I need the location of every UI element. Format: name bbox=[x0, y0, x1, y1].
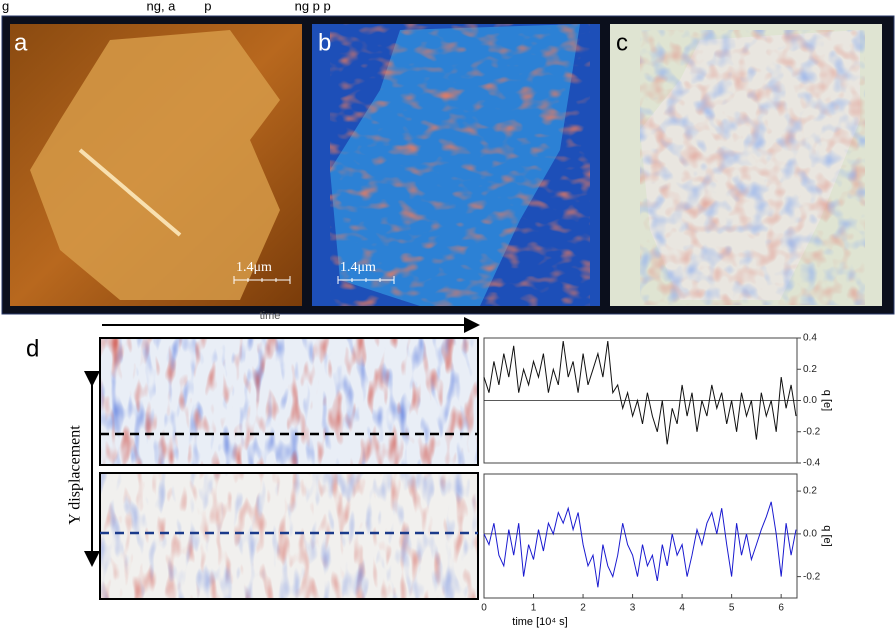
caption-fragment: g ng, a p ng p p bbox=[2, 0, 331, 13]
y-axis-label: Y displacement bbox=[67, 425, 84, 525]
heatmap-texture bbox=[100, 473, 478, 599]
x-tick-label: 4 bbox=[679, 603, 685, 614]
scale-bar bbox=[337, 276, 395, 284]
ridge bbox=[78, 148, 182, 237]
plot-frame bbox=[483, 473, 798, 599]
y-tick-label: 0.2 bbox=[803, 486, 817, 497]
data-line bbox=[483, 341, 797, 445]
panel-label: d bbox=[26, 335, 39, 362]
x-tick-label: 2 bbox=[580, 603, 586, 614]
panel-label: a bbox=[14, 29, 28, 56]
charge-texture bbox=[330, 24, 590, 306]
x-tick-label: 0 bbox=[481, 603, 487, 614]
data-line bbox=[483, 501, 797, 588]
panel-label: c bbox=[616, 29, 628, 56]
flake bbox=[30, 30, 280, 300]
y-tick-label: 0.0 bbox=[803, 395, 817, 406]
scale-bar-label: 1.4μm bbox=[340, 260, 376, 275]
x-tick-label: 5 bbox=[729, 603, 735, 614]
y-tick-label: -0.2 bbox=[803, 426, 821, 437]
arrow-label: time bbox=[260, 310, 281, 322]
x-tick-label: 1 bbox=[531, 603, 537, 614]
y-axis-label: q [e] bbox=[821, 525, 833, 546]
panel-label: b bbox=[318, 29, 331, 56]
heatmap-texture bbox=[100, 338, 478, 465]
y-tick-label: 0.4 bbox=[803, 333, 817, 344]
x-axis-label: time [10⁴ s] bbox=[512, 616, 567, 628]
y-tick-label: -0.4 bbox=[803, 458, 821, 469]
scale-bar bbox=[233, 276, 291, 284]
y-tick-label: -0.2 bbox=[803, 571, 821, 582]
y-tick-label: 0.0 bbox=[803, 529, 817, 540]
charge-texture bbox=[640, 30, 865, 305]
heatmap-frame bbox=[99, 472, 479, 600]
x-tick-label: 3 bbox=[630, 603, 636, 614]
y-tick-label: 0.2 bbox=[803, 364, 817, 375]
scale-bar-label: 1.4μm bbox=[236, 260, 272, 275]
heatmap-frame bbox=[99, 337, 479, 466]
y-axis-label: q [e] bbox=[821, 390, 833, 411]
x-tick-label: 6 bbox=[778, 603, 784, 614]
